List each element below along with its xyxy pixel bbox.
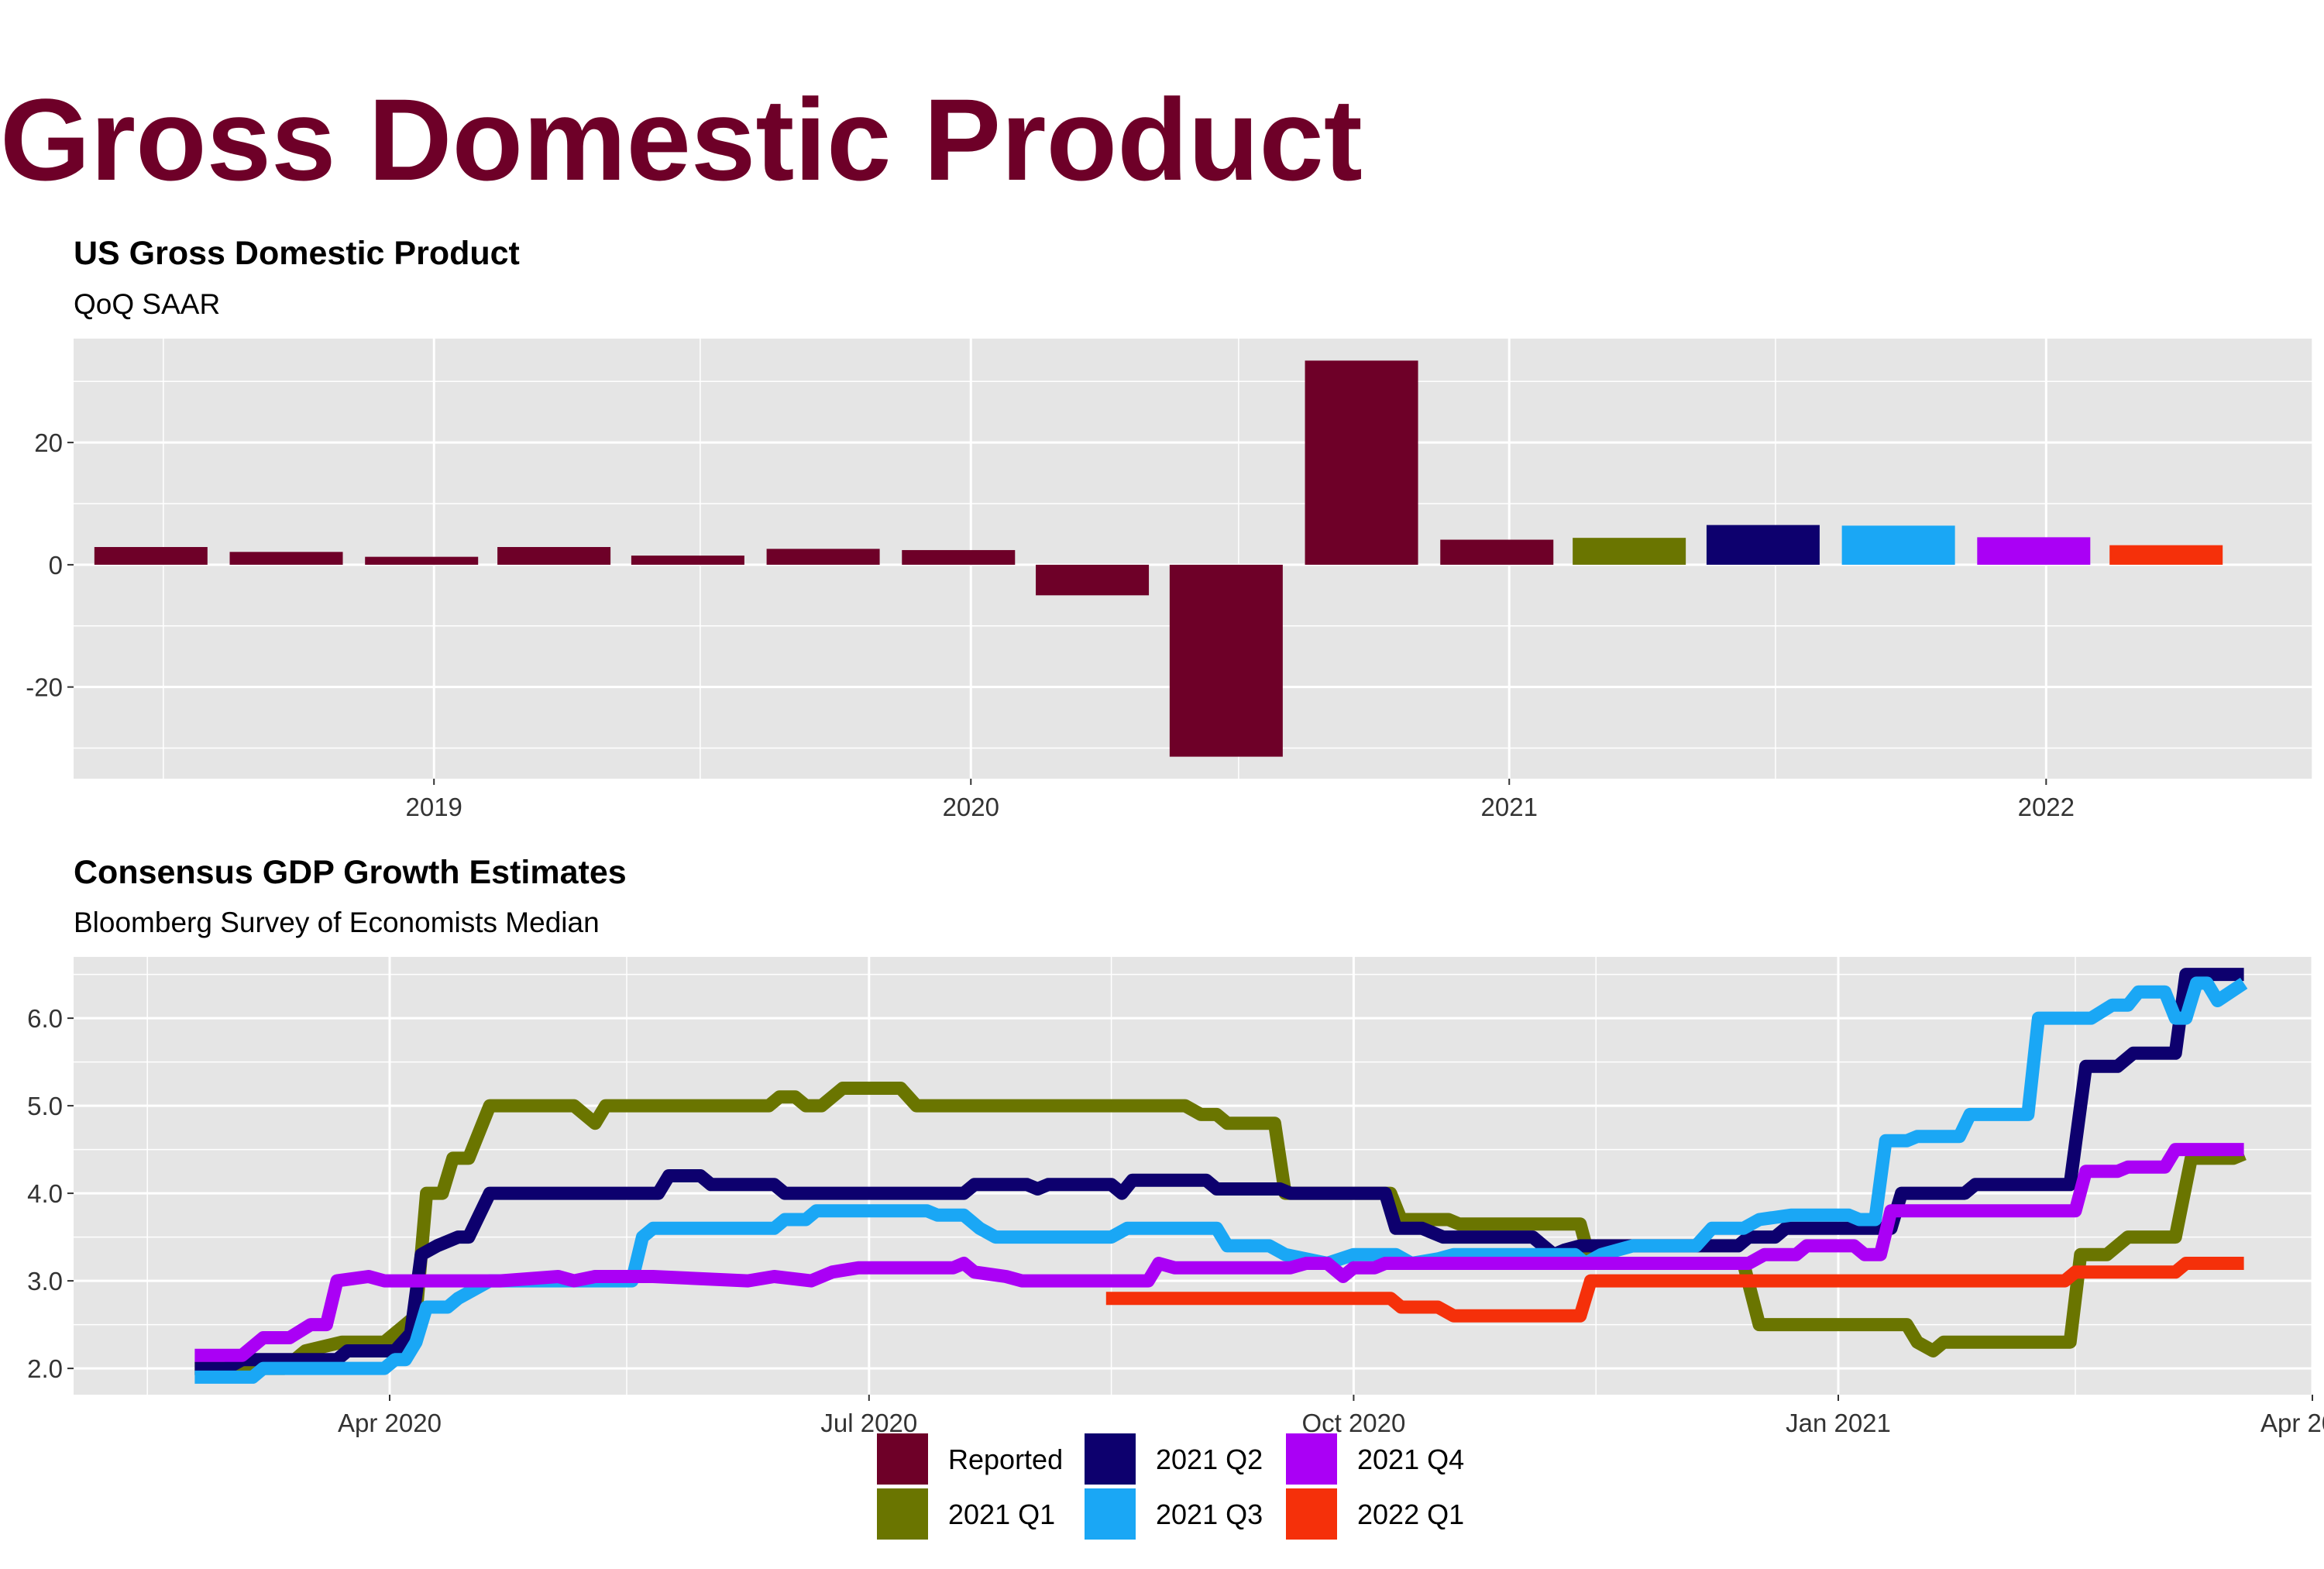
line-x-tick-label: Jan 2021: [1786, 1409, 1891, 1437]
bar-reported: [229, 552, 343, 565]
line-series-2021-q1: [194, 1082, 2247, 1375]
bar-chart-subtitle: QoQ SAAR: [74, 288, 220, 320]
legend-swatch-reported: [877, 1433, 928, 1485]
bar-x-tick-label: 2020: [943, 793, 999, 821]
bar-y-tick-label: -20: [26, 673, 63, 702]
legend-label-2021-q4: 2021 Q4: [1357, 1443, 1464, 1475]
bar-x-tick-label: 2019: [405, 793, 462, 821]
line-x-tick-label: Oct 2020: [1301, 1409, 1405, 1437]
line-x-tick-label: Jul 2020: [820, 1409, 917, 1437]
bar-reported: [766, 549, 880, 565]
bar-reported: [1036, 564, 1150, 596]
bar-2021-q3: [1841, 525, 1955, 565]
bar-x-tick-label: 2022: [2018, 793, 2075, 821]
bar-x-tick-label: 2021: [1481, 793, 1538, 821]
bar-reported: [365, 556, 479, 565]
bar-2021-q2: [1706, 525, 1820, 565]
bar-axes: -20 0 20 2019 2020 2021 2022: [26, 428, 2075, 821]
line-x-tick-label: Apr 2020: [338, 1409, 442, 1437]
line-y-tick-label: 5.0: [27, 1092, 63, 1120]
gdp-bar-chart: US Gross Domestic Product QoQ SAAR -20 0 2…: [26, 235, 2313, 821]
legend-label-2021-q3: 2021 Q3: [1156, 1498, 1263, 1530]
legend-label-2021-q1: 2021 Q1: [948, 1498, 1055, 1530]
bar-reported: [902, 549, 1016, 565]
line-x-tick-label: Apr 2021: [2260, 1409, 2324, 1437]
legend-label-reported: Reported: [948, 1443, 1063, 1475]
legend-label-2021-q2: 2021 Q2: [1156, 1443, 1263, 1475]
line-chart-subtitle: Bloomberg Survey of Economists Median: [74, 907, 600, 938]
legend-swatch-2021-q3: [1085, 1488, 1136, 1540]
page-title: Gross Domestic Product: [0, 74, 1363, 205]
bar-reported: [1440, 539, 1554, 565]
line-chart-title: Consensus GDP Growth Estimates: [74, 854, 627, 891]
bar-chart-title: US Gross Domestic Product: [74, 235, 520, 272]
bar-marks: [94, 360, 2223, 757]
bar-2022-q1: [2109, 545, 2223, 565]
bar-reported: [1169, 564, 1283, 757]
line-series-2021-q4: [194, 1143, 2244, 1362]
bar-2021-q4: [1977, 537, 2091, 565]
bar-y-tick-label: 0: [49, 551, 63, 580]
line-series-2022-q1: [1105, 1257, 2244, 1323]
bar-reported: [497, 547, 611, 565]
line-axes: 2.0 3.0 4.0 5.0 6.0 Apr 2020 Jul 2020 Oct 2020 J…: [27, 1004, 2324, 1437]
line-marks: [194, 968, 2248, 1384]
line-series-2021-q2: [194, 968, 2244, 1375]
legend-label-2022-q1: 2022 Q1: [1357, 1498, 1464, 1530]
legend-swatch-2021-q2: [1085, 1433, 1136, 1485]
bar-y-tick-label: 20: [34, 428, 63, 457]
bar-2021-q1: [1573, 538, 1686, 565]
legend-swatch-2022-q1: [1286, 1488, 1337, 1540]
line-y-tick-label: 6.0: [27, 1004, 63, 1033]
bar-reported: [94, 547, 208, 565]
legend-swatch-2021-q1: [877, 1488, 928, 1540]
consensus-line-chart: Consensus GDP Growth Estimates Bloomberg…: [27, 854, 2324, 1437]
bar-reported: [631, 556, 744, 565]
legend-swatch-2021-q4: [1286, 1433, 1337, 1485]
line-y-tick-label: 4.0: [27, 1179, 63, 1208]
line-y-tick-label: 2.0: [27, 1354, 63, 1383]
line-y-tick-label: 3.0: [27, 1267, 63, 1295]
legend: Reported 2021 Q1 2021 Q2 2021 Q3 2021 Q4 2022…: [877, 1433, 1464, 1540]
bar-reported: [1305, 360, 1418, 565]
